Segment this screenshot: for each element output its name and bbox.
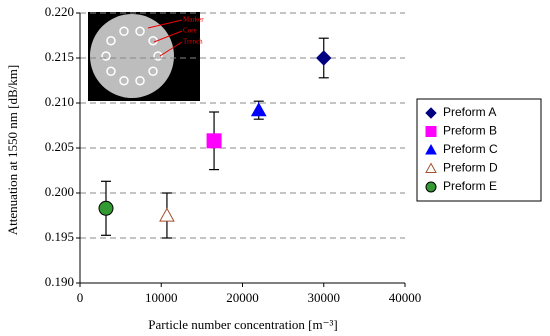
legend-label: Preform E xyxy=(443,179,497,193)
y-tick-label: 0.200 xyxy=(45,184,74,199)
x-axis-label: Particle number concentration [m⁻³] xyxy=(148,317,337,332)
marker xyxy=(425,143,437,155)
y-tick-label: 0.190 xyxy=(45,274,74,289)
inset-core xyxy=(135,26,145,37)
inset-core xyxy=(106,35,116,46)
marker xyxy=(316,50,332,66)
x-tick-label: 20000 xyxy=(226,290,259,305)
legend-label: Preform A xyxy=(443,105,496,119)
annotation: Core xyxy=(183,27,197,35)
marker xyxy=(206,133,222,149)
inset-core xyxy=(148,66,158,77)
x-tick-label: 30000 xyxy=(308,290,341,305)
annotation: Trench xyxy=(183,38,203,46)
legend-label: Preform C xyxy=(443,142,498,156)
inset-core xyxy=(101,51,111,61)
marker xyxy=(159,207,175,222)
marker xyxy=(425,181,437,193)
legend-label: Preform B xyxy=(443,124,497,138)
inset-image xyxy=(88,12,200,101)
y-tick-label: 0.210 xyxy=(45,94,74,109)
y-axis-label: Attenuation at 1550 nm [dB/km] xyxy=(5,65,20,235)
x-tick-label: 40000 xyxy=(389,290,422,305)
y-tick-label: 0.205 xyxy=(45,139,74,154)
inset-core xyxy=(135,75,145,86)
inset-core xyxy=(119,26,129,37)
marker xyxy=(425,107,437,119)
inset-core xyxy=(148,35,158,46)
x-tick-label: 0 xyxy=(77,290,84,305)
annotation-arrow xyxy=(153,30,183,43)
marker xyxy=(425,162,437,173)
y-tick-label: 0.215 xyxy=(45,49,74,64)
legend-box xyxy=(416,98,542,202)
annotation: Marker xyxy=(183,16,204,24)
annotation-arrow xyxy=(147,19,183,29)
annotation-arrow xyxy=(159,41,183,57)
marker xyxy=(425,126,437,137)
y-tick-label: 0.195 xyxy=(45,229,74,244)
x-tick-label: 10000 xyxy=(145,290,178,305)
inset-core xyxy=(106,66,116,77)
marker xyxy=(250,102,267,117)
y-tick-label: 0.220 xyxy=(45,4,74,19)
marker xyxy=(98,200,114,216)
legend-label: Preform D xyxy=(443,161,498,175)
inset-core xyxy=(119,75,129,86)
